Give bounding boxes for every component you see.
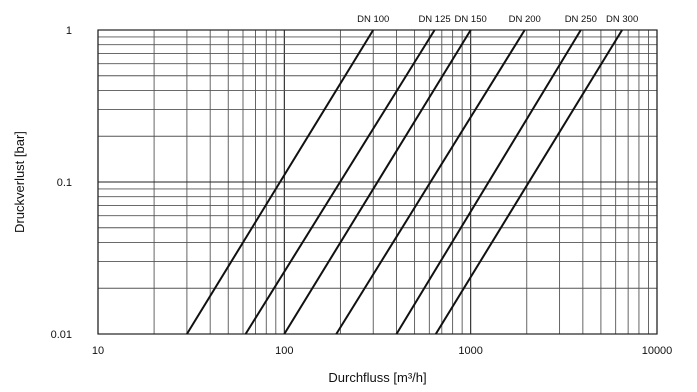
y-tick-label: 0.01 <box>51 329 72 341</box>
x-tick-label: 100 <box>275 345 293 357</box>
series-line <box>186 29 375 335</box>
series-line <box>244 29 436 335</box>
series-line <box>335 29 526 335</box>
y-tick-label: 1 <box>66 25 72 37</box>
series-label: DN 100 <box>357 14 389 25</box>
x-axis-title: Durchfluss [m³/h] <box>328 370 426 385</box>
y-axis-title: Druckverlust [bar] <box>12 131 27 233</box>
series-line <box>283 29 472 335</box>
x-tick-label: 10000 <box>642 345 673 357</box>
series-label: DN 300 <box>606 14 638 25</box>
tick-labels: 10 100 1000 10000 0.01 0.1 1 <box>51 25 673 357</box>
series-label: DN 125 <box>418 14 450 25</box>
x-tick-label: 1000 <box>458 345 482 357</box>
y-tick-label: 0.1 <box>57 177 72 189</box>
series-label: DN 150 <box>455 14 487 25</box>
series-line <box>395 29 582 335</box>
series-line <box>434 29 623 335</box>
plot-frame <box>97 29 658 335</box>
series-label: DN 200 <box>509 14 541 25</box>
series-layer: DN 100 DN 125 DN 150 DN 200 DN 250 DN 300 <box>186 14 638 335</box>
series-label: DN 250 <box>565 14 597 25</box>
x-tick-label: 10 <box>92 345 104 357</box>
